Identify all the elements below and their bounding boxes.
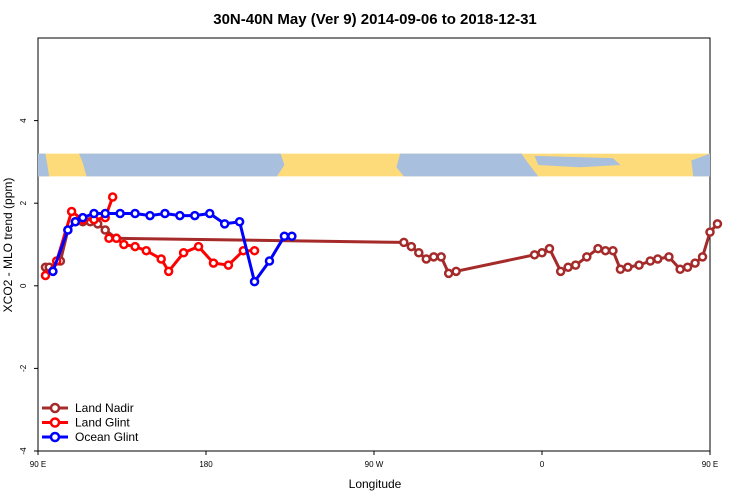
data-point [529,250,540,260]
x-axis-label: Longitude [349,477,402,491]
legend-marker [49,402,61,414]
map-ocean [534,155,621,168]
data-point [178,248,189,258]
data-point [100,208,110,219]
data-point [436,252,446,262]
map-ocean [396,153,539,177]
legend-label: Land Glint [75,416,130,430]
data-point [107,192,118,202]
x-tick-label: 90 E [30,460,46,469]
legend-label: Land Nadir [75,401,134,415]
series-land-glint-b [104,233,260,277]
data-point [89,208,99,219]
data-point [682,262,693,272]
data-point [115,208,125,219]
chart-title: 30N-40N May (Ver 9) 2014-09-06 to 2018-1… [213,11,537,28]
data-point [193,241,204,252]
data-point [279,231,290,241]
data-point [204,208,215,219]
data-point [623,262,633,272]
data-point [119,239,129,250]
data-point [421,254,432,264]
data-point [645,256,656,266]
data-point [208,258,219,268]
data-point [712,219,723,229]
data-point [705,227,715,237]
data-point [593,243,603,254]
y-tick-label: -2 [19,364,28,372]
data-point [570,260,581,270]
series-layer [40,192,723,287]
data-point [219,219,230,229]
world-map-band [38,153,710,177]
data-point [104,233,114,244]
data-point [287,231,297,241]
series-ocean-glint [48,208,297,287]
map-ocean [691,153,710,177]
data-point [156,254,166,264]
data-point [66,206,77,217]
data-point [615,264,626,275]
data-point [130,208,140,219]
data-point [190,210,200,221]
data-point [223,260,234,270]
data-point [163,266,174,277]
data-point [675,264,685,275]
data-point [111,233,122,244]
data-point [555,266,566,277]
data-point [70,217,81,227]
x-tick-label: 90 E [702,460,718,469]
data-point [652,254,663,264]
legend-marker [49,417,61,428]
y-axis: -4 -2 0 2 4 [19,118,38,455]
data-point [563,262,573,272]
data-point [634,260,644,270]
data-point [78,212,88,223]
data-point [249,245,260,256]
y-tick-label: 2 [19,200,28,205]
data-point [443,268,454,279]
data-point [141,245,152,256]
data-point [582,252,592,262]
y-tick-label: 4 [19,118,28,123]
data-point [264,256,275,266]
data-point [160,208,170,219]
data-point [130,241,140,252]
map-ocean [79,153,285,177]
data-point [414,248,424,258]
data-point [399,237,409,248]
data-point [175,210,185,221]
data-point [690,258,700,268]
data-point [608,245,618,256]
y-tick-label: -4 [19,447,28,455]
data-point [544,243,555,254]
data-point [600,245,611,256]
legend-label: Ocean Glint [75,430,139,444]
data-point [48,266,58,277]
x-tick-label: 0 [540,460,545,469]
data-point [40,270,51,281]
data-point [234,217,245,227]
legend-marker [49,431,61,443]
data-point [451,266,461,277]
data-point [406,241,417,252]
data-point [63,225,73,235]
map-ocean [38,153,50,177]
data-point [249,276,260,287]
data-point [145,210,155,221]
x-axis: 90 E 180 90 W 0 90 E [30,451,718,469]
data-point [428,252,439,262]
data-point [697,252,708,262]
x-tick-label: 90 W [365,460,384,469]
y-tick-label: 0 [19,283,28,288]
y-axis-label: XCO2 - MLO trend (ppm) [1,178,15,313]
x-tick-label: 180 [199,460,213,469]
data-point [664,252,674,262]
data-point [100,225,110,235]
data-point [537,248,547,258]
